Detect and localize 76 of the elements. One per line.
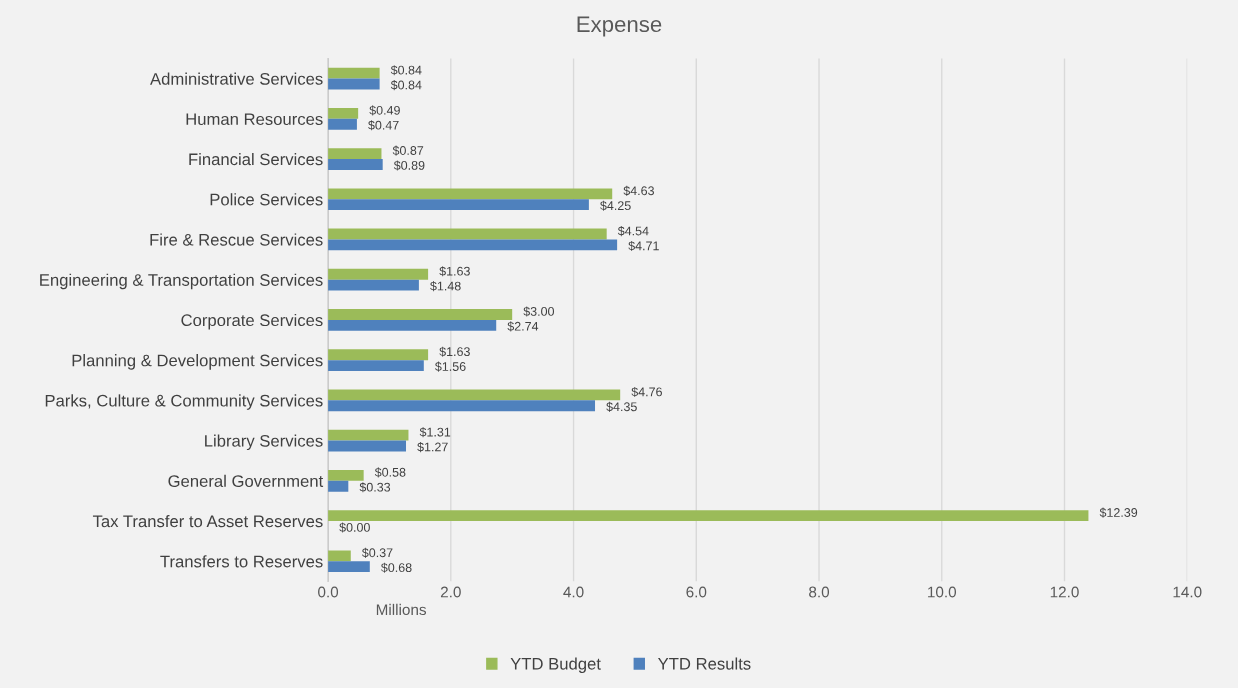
y-tick-label: General Government (168, 474, 324, 488)
data-label: $1.63 (439, 266, 470, 277)
y-tick-label: Planning & Development Services (72, 354, 323, 370)
x-tick-label: 4.0 (563, 586, 584, 598)
y-tick-label: Financial Services (189, 152, 323, 166)
x-tick-label: 2.0 (440, 586, 461, 598)
bar (328, 78, 380, 90)
bar (328, 188, 613, 200)
chart-title: Expense (577, 16, 662, 37)
bar (328, 319, 497, 331)
data-label: $0.68 (380, 562, 412, 573)
data-label: $4.71 (628, 240, 659, 252)
bar (328, 199, 589, 211)
data-label: $1.31 (419, 427, 451, 438)
bar (328, 349, 429, 361)
bar (328, 400, 596, 412)
bar (328, 239, 618, 251)
bar (328, 510, 1089, 522)
data-label: $0.00 (339, 522, 370, 533)
data-label: $4.54 (617, 226, 649, 237)
data-label: $0.37 (361, 547, 393, 558)
data-label: $1.48 (430, 281, 461, 292)
data-label: $12.39 (1099, 507, 1138, 518)
bar (328, 309, 513, 320)
x-tick-label: 0.0 (318, 586, 339, 598)
data-label: $3.00 (523, 306, 555, 317)
bar (328, 118, 357, 130)
data-label: $2.74 (507, 321, 539, 332)
bar (328, 279, 419, 291)
y-tick-label: Corporate Services (181, 313, 323, 330)
data-label: $1.27 (417, 442, 448, 453)
data-label: $4.63 (623, 185, 654, 196)
x-tick-label: 14.0 (1173, 586, 1202, 598)
data-label: $0.84 (390, 80, 422, 91)
bar (328, 268, 429, 280)
data-label: $1.56 (434, 361, 466, 372)
bar (328, 67, 380, 79)
legend-label: YTD Budget (510, 657, 601, 673)
bar (328, 480, 349, 492)
bar (328, 429, 409, 441)
data-label: $0.49 (369, 105, 400, 116)
bar (328, 228, 607, 240)
y-tick-label: Administrative Services (150, 72, 323, 85)
x-tick-label: 12.0 (1050, 586, 1079, 598)
data-label: $4.25 (600, 200, 631, 211)
y-tick-label: Police Services (210, 193, 323, 206)
y-tick-label: Library Services (205, 434, 323, 451)
bar (328, 107, 359, 119)
y-tick-label: Parks, Culture & Community Services (45, 394, 323, 410)
bar (328, 561, 370, 573)
data-label: $0.47 (368, 120, 399, 131)
bar (328, 550, 351, 562)
data-label: $0.58 (374, 467, 406, 478)
x-tick-label: 8.0 (809, 586, 830, 598)
bar (328, 360, 424, 371)
data-label: $0.87 (392, 145, 424, 156)
bar (328, 440, 407, 452)
bar (328, 469, 364, 481)
data-label: $4.35 (606, 401, 637, 412)
bar (328, 148, 382, 160)
x-axis-title: Millions (376, 603, 427, 616)
bar (328, 159, 383, 170)
data-label: $0.89 (393, 160, 425, 171)
data-label: $0.84 (390, 65, 422, 76)
data-label: $0.33 (359, 482, 391, 493)
y-tick-label: Transfers to Reserves (160, 555, 323, 568)
y-tick-label: Human Resources (186, 113, 323, 126)
data-label: $1.63 (439, 346, 470, 357)
x-tick-label: 6.0 (686, 586, 707, 598)
data-label: $4.76 (631, 386, 662, 398)
y-tick-label: Tax Transfer to Asset Reserves (92, 515, 323, 528)
legend-label: YTD Results (657, 657, 751, 670)
y-tick-label: Fire & Rescue Services (150, 233, 323, 246)
y-tick-label: Engineering & Transportation Services (40, 273, 323, 290)
bar (328, 389, 621, 401)
x-tick-label: 10.0 (928, 586, 957, 598)
